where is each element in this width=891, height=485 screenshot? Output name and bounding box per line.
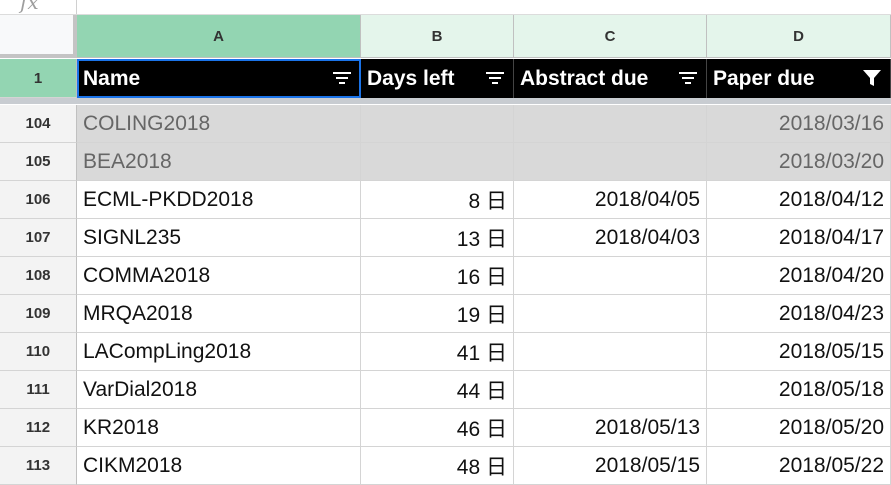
cell-name[interactable]: MRQA2018 bbox=[77, 295, 361, 333]
column-header-c[interactable]: C bbox=[514, 15, 707, 58]
filter-lines-icon[interactable] bbox=[332, 69, 352, 87]
cell-abstract[interactable]: 2018/05/13 bbox=[514, 409, 707, 447]
cell-paper[interactable]: 2018/04/23 bbox=[707, 295, 891, 333]
filter-lines-icon[interactable] bbox=[678, 69, 698, 87]
cell-abstract[interactable] bbox=[514, 257, 707, 295]
cell-days[interactable] bbox=[361, 143, 514, 181]
header-paper-due-label: Paper due bbox=[713, 66, 815, 90]
cell-days[interactable]: 16 日 bbox=[361, 257, 514, 295]
cell-name[interactable]: KR2018 bbox=[77, 409, 361, 447]
cell-paper[interactable]: 2018/05/22 bbox=[707, 447, 891, 485]
cell-name[interactable]: VarDial2018 bbox=[77, 371, 361, 409]
row-number[interactable]: 106 bbox=[0, 181, 77, 219]
header-cell-paper-due[interactable]: Paper due bbox=[707, 59, 891, 98]
cell-abstract[interactable] bbox=[514, 105, 707, 143]
row-number[interactable]: 111 bbox=[0, 371, 77, 409]
header-name-label: Name bbox=[83, 66, 141, 90]
cell-name[interactable]: COLING2018 bbox=[77, 105, 361, 143]
cell-days[interactable]: 48 日 bbox=[361, 447, 514, 485]
header-cell-days-left[interactable]: Days left bbox=[361, 59, 514, 98]
cell-abstract[interactable]: 2018/04/05 bbox=[514, 181, 707, 219]
header-abstract-due-label: Abstract due bbox=[520, 66, 649, 90]
cell-name[interactable]: ECML-PKDD2018 bbox=[77, 181, 361, 219]
cell-days[interactable]: 19 日 bbox=[361, 295, 514, 333]
cell-name[interactable]: BEA2018 bbox=[77, 143, 361, 181]
cell-paper[interactable]: 2018/04/17 bbox=[707, 219, 891, 257]
fx-icon: fx bbox=[20, 0, 39, 14]
cell-paper[interactable]: 2018/04/12 bbox=[707, 181, 891, 219]
select-all-corner[interactable] bbox=[0, 15, 77, 58]
row-number[interactable]: 109 bbox=[0, 295, 77, 333]
filter-lines-icon[interactable] bbox=[485, 69, 505, 87]
column-header-b[interactable]: B bbox=[361, 15, 514, 58]
row-number[interactable]: 108 bbox=[0, 257, 77, 295]
row-number[interactable]: 104 bbox=[0, 105, 77, 143]
cell-paper[interactable]: 2018/03/20 bbox=[707, 143, 891, 181]
column-header-a[interactable]: A bbox=[77, 15, 361, 58]
header-cell-abstract-due[interactable]: Abstract due bbox=[514, 59, 707, 98]
cell-days[interactable] bbox=[361, 105, 514, 143]
header-cell-name[interactable]: Name bbox=[77, 59, 361, 98]
filter-funnel-icon[interactable] bbox=[862, 69, 882, 87]
cell-days[interactable]: 41 日 bbox=[361, 333, 514, 371]
cell-paper[interactable]: 2018/05/18 bbox=[707, 371, 891, 409]
cell-name[interactable]: LACompLing2018 bbox=[77, 333, 361, 371]
cell-paper[interactable]: 2018/05/20 bbox=[707, 409, 891, 447]
cell-paper[interactable]: 2018/05/15 bbox=[707, 333, 891, 371]
frozen-row-divider[interactable] bbox=[0, 98, 891, 104]
row-number[interactable]: 113 bbox=[0, 447, 77, 485]
cell-abstract[interactable] bbox=[514, 295, 707, 333]
formula-bar[interactable]: fx bbox=[0, 0, 891, 15]
cell-days[interactable]: 13 日 bbox=[361, 219, 514, 257]
cell-paper[interactable]: 2018/03/16 bbox=[707, 105, 891, 143]
row-number[interactable]: 107 bbox=[0, 219, 77, 257]
cell-days[interactable]: 8 日 bbox=[361, 181, 514, 219]
column-header-d[interactable]: D bbox=[707, 15, 891, 58]
cell-abstract[interactable] bbox=[514, 371, 707, 409]
cell-days[interactable]: 44 日 bbox=[361, 371, 514, 409]
cell-abstract[interactable] bbox=[514, 333, 707, 371]
row-number[interactable]: 105 bbox=[0, 143, 77, 181]
cell-name[interactable]: COMMA2018 bbox=[77, 257, 361, 295]
header-days-left-label: Days left bbox=[367, 66, 455, 90]
cell-abstract[interactable]: 2018/05/15 bbox=[514, 447, 707, 485]
cell-paper[interactable]: 2018/04/20 bbox=[707, 257, 891, 295]
cell-name[interactable]: CIKM2018 bbox=[77, 447, 361, 485]
cell-abstract[interactable]: 2018/04/03 bbox=[514, 219, 707, 257]
row-number[interactable]: 112 bbox=[0, 409, 77, 447]
cell-days[interactable]: 46 日 bbox=[361, 409, 514, 447]
row-number-1[interactable]: 1 bbox=[0, 59, 77, 98]
formula-bar-divider bbox=[76, 0, 77, 14]
cell-name[interactable]: SIGNL235 bbox=[77, 219, 361, 257]
row-number[interactable]: 110 bbox=[0, 333, 77, 371]
cell-abstract[interactable] bbox=[514, 143, 707, 181]
